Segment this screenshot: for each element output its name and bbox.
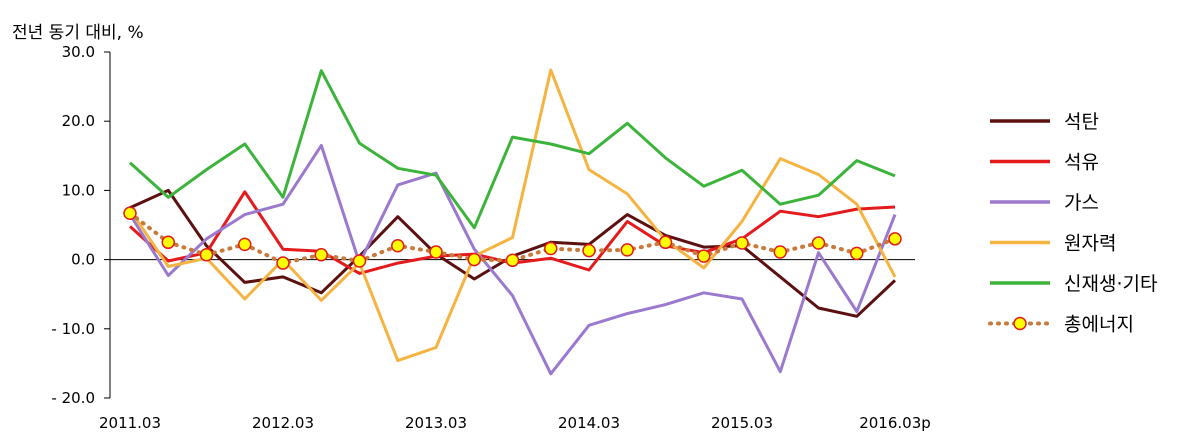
series-line-3 — [128, 143, 897, 376]
data-point-marker — [467, 252, 481, 267]
legend-swatch-marker — [1013, 316, 1027, 331]
y-tick-label: - 10.0 — [51, 320, 95, 338]
series-line-5 — [128, 69, 896, 230]
y-tick-label: 10.0 — [62, 181, 95, 199]
series-line-4 — [128, 68, 897, 363]
data-point-marker — [773, 245, 787, 259]
data-point-marker — [238, 237, 252, 252]
data-point-marker — [352, 254, 367, 268]
data-point-marker — [544, 241, 558, 256]
data-point-marker — [850, 246, 864, 261]
data-point-marker — [391, 239, 405, 253]
data-point-marker — [161, 235, 175, 250]
legend-label: 신재생·기타 — [1064, 273, 1157, 295]
series-line-6 — [128, 211, 897, 266]
y-tick-label: 0.0 — [71, 251, 95, 269]
data-point-marker — [888, 232, 902, 246]
data-point-marker — [429, 245, 443, 259]
series-layer — [123, 68, 902, 376]
x-tick-label: 2015.03 — [711, 414, 773, 432]
legend-label: 원자력 — [1064, 233, 1116, 255]
data-point-marker — [697, 249, 711, 263]
legend-label: 가스 — [1064, 192, 1099, 214]
data-point-marker — [811, 236, 826, 250]
x-tick-label: 2016.03p — [859, 414, 931, 432]
data-point-marker — [620, 243, 634, 257]
y-axis-unit-label: 전년 동기 대비, % — [12, 23, 144, 43]
x-tick-label: 2013.03 — [405, 414, 467, 432]
data-point-marker — [314, 248, 328, 262]
legend-label: 총에너지 — [1064, 314, 1134, 336]
data-point-marker — [123, 206, 137, 220]
x-tick-label: 2014.03 — [558, 414, 620, 432]
y-tick-label: - 20.0 — [51, 389, 95, 407]
data-point-marker — [735, 236, 749, 250]
data-point-marker — [582, 243, 596, 258]
data-point-marker — [276, 256, 290, 270]
y-tick-label: 20.0 — [62, 112, 95, 130]
x-tick-label: 2011.03 — [99, 414, 161, 432]
legend-label: 석탄 — [1064, 111, 1099, 133]
y-tick-label: 30.0 — [62, 43, 95, 61]
data-point-marker — [505, 253, 520, 268]
data-point-marker — [199, 248, 214, 262]
x-tick-label: 2012.03 — [252, 414, 314, 432]
data-point-marker — [658, 235, 673, 250]
legend-label: 석유 — [1064, 152, 1099, 174]
